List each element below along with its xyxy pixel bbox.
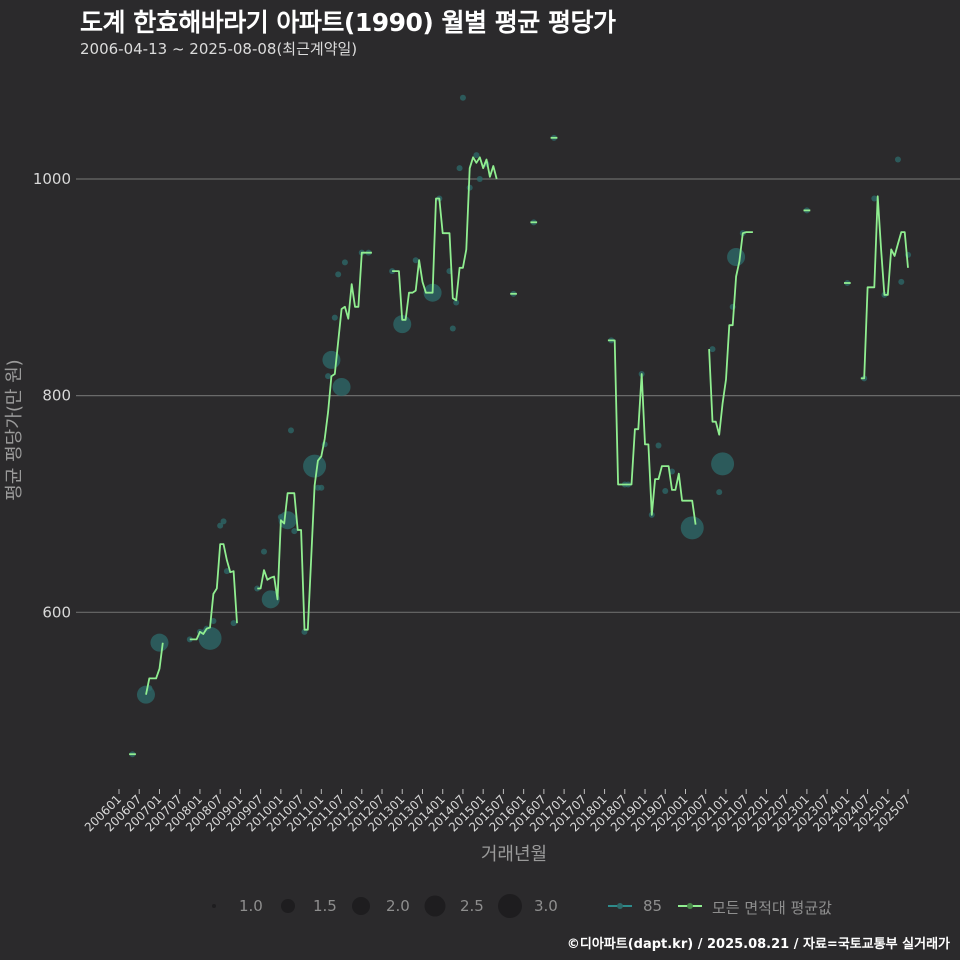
- data-bubble: [335, 271, 342, 278]
- y-axis-ticks: 600 800 1000: [33, 170, 71, 621]
- legend-85-dot-icon: [617, 903, 623, 909]
- data-bubble: [220, 518, 227, 525]
- x-axis-ticks: 2006012006072007012007072008012008072009…: [82, 789, 913, 835]
- legend-size-3-icon: [498, 894, 522, 918]
- y-tick-label: 800: [42, 387, 71, 405]
- x-axis-title: 거래년월: [481, 844, 547, 865]
- data-bubble: [261, 590, 280, 609]
- gridlines: [76, 178, 960, 613]
- data-bubble: [341, 259, 348, 266]
- data-bubble: [291, 528, 298, 535]
- legend-size-label: 1.5: [313, 897, 337, 915]
- data-bubble: [459, 94, 466, 101]
- data-bubble: [198, 626, 222, 650]
- data-bubble: [210, 617, 217, 624]
- data-bubble: [260, 548, 267, 555]
- line-segment: [607, 339, 697, 525]
- data-bubble: [894, 156, 901, 163]
- chart-subtitle: 2006-04-13 ~ 2025-08-08(최근계약일): [80, 40, 358, 58]
- data-bubble: [449, 325, 456, 332]
- data-bubble: [230, 620, 237, 627]
- legend-size-label: 2.0: [386, 897, 410, 915]
- legend: 1.0 1.5 2.0 2.5 3.0 85 모든 면적대 평균값: [0, 893, 960, 921]
- legend-series-average-label: 모든 면적대 평균값: [712, 899, 832, 917]
- data-bubble: [476, 176, 483, 182]
- data-bubble: [318, 484, 325, 491]
- legend-symbols: [212, 894, 702, 918]
- data-bubble: [303, 454, 327, 478]
- data-bubble: [669, 468, 676, 475]
- data-bubble: [150, 633, 169, 652]
- data-bubble: [278, 511, 297, 530]
- legend-size-label: 1.0: [239, 897, 263, 915]
- data-bubble: [456, 165, 463, 172]
- data-bubble: [223, 568, 230, 575]
- data-bubble: [217, 522, 224, 529]
- line-series-average: [129, 136, 909, 756]
- legend-size-2-icon: [352, 897, 370, 915]
- data-bubble: [453, 299, 460, 306]
- legend-size-label: 3.0: [534, 897, 558, 915]
- data-bubble: [871, 195, 878, 202]
- legend-size-label: 2.5: [460, 897, 484, 915]
- line-segment: [860, 195, 909, 380]
- legend-size-1-icon: [212, 904, 216, 908]
- data-bubble: [325, 373, 332, 380]
- data-bubble: [898, 278, 905, 285]
- y-tick-label: 600: [42, 603, 71, 621]
- data-bubble: [680, 516, 704, 540]
- data-bubble: [473, 152, 480, 159]
- data-bubble: [412, 257, 419, 264]
- data-bubble: [709, 346, 716, 353]
- data-bubble: [254, 585, 261, 592]
- legend-average-dot-icon: [687, 903, 693, 909]
- data-bubble: [727, 247, 746, 266]
- data-bubble: [662, 487, 669, 494]
- data-bubble: [655, 442, 662, 449]
- data-bubble: [711, 452, 735, 476]
- line-segment: [189, 543, 238, 641]
- data-bubble: [716, 489, 723, 496]
- bubble-series-85: [129, 94, 912, 758]
- y-axis-title: 평균 평당가(만 원): [4, 359, 25, 500]
- legend-size-2-5-icon: [424, 895, 446, 917]
- line-segment: [145, 642, 164, 695]
- chart-title: 도계 한효해바라기 아파트(1990) 월별 평균 평당가: [80, 8, 616, 37]
- data-bubble: [287, 427, 294, 434]
- line-segment: [257, 251, 372, 631]
- legend-size-1-5-icon: [281, 899, 295, 913]
- line-segment: [392, 156, 498, 321]
- data-bubble: [393, 315, 412, 334]
- data-bubble: [331, 314, 338, 321]
- line-segment: [708, 231, 753, 436]
- source-caption: ©디아파트(dapt.kr) / 2025.08.21 / 자료=국토교통부 실…: [566, 937, 950, 952]
- legend-series-85-label: 85: [643, 897, 663, 915]
- data-bubble: [332, 377, 351, 396]
- y-tick-label: 1000: [33, 170, 71, 188]
